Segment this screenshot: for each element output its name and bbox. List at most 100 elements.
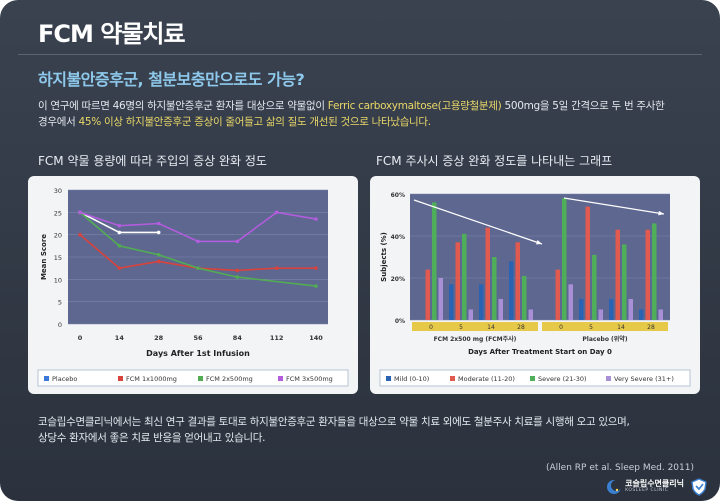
data-point (156, 230, 161, 235)
bar (468, 309, 473, 320)
bar (425, 269, 430, 320)
trend-arrow (563, 197, 665, 215)
bar (568, 284, 573, 320)
trend-arrow (413, 199, 543, 245)
data-point (235, 275, 240, 279)
citation: (Allen RP et al. Sleep Med. 2011) (546, 463, 694, 473)
bar (509, 261, 514, 320)
y-tick-label: 25 (54, 209, 62, 217)
legend-label: FCM 3x500mg (286, 375, 333, 383)
bar (479, 284, 484, 320)
bar (615, 229, 620, 320)
x-axis-label: Days After 1st Infusion (146, 349, 250, 358)
y-tick-label: 20 (54, 232, 62, 240)
page-title: FCM 약물치료 (38, 20, 186, 48)
bar (449, 284, 454, 320)
day-label: 0 (429, 324, 433, 331)
x-tick-label: 0 (78, 334, 83, 342)
bar (628, 299, 633, 320)
bar (585, 206, 590, 320)
x-tick-label: 112 (270, 334, 284, 342)
x-tick-label: 28 (154, 334, 164, 342)
bar (645, 229, 650, 320)
x-tick-label: 14 (115, 334, 125, 342)
chart2-caption: FCM 주사시 증상 완화 정도를 나타내는 그래프 (376, 154, 613, 168)
bar (528, 309, 533, 320)
legend-label: FCM 1x1000mg (126, 375, 177, 383)
group-label: Placebo (위약) (582, 335, 627, 343)
group-label: FCM 2x500 mg (FCM주사) (434, 335, 517, 343)
x-axis-label: Days After Treatment Start on Day 0 (468, 348, 612, 356)
y-axis-label: Subjects (%) (380, 232, 388, 282)
bar (485, 227, 490, 320)
logo-text: 코슬립수면클리닉 (625, 479, 684, 489)
intro-text: 경우에서 (38, 116, 79, 128)
footer-line-2: 상당수 환자에서 좋은 치료 반응을 얻어내고 있습니다. (38, 432, 266, 444)
moon-icon (607, 480, 623, 494)
intro-highlight: 45% 이상 하지불안증후군 증상이 줄어들고 삶의 질도 개선된 것으로 나타… (78, 116, 431, 128)
y-tick-label: 20% (391, 276, 405, 283)
series-line (79, 211, 317, 287)
trend-arrowhead (658, 210, 664, 216)
title-divider (18, 54, 702, 55)
bar (609, 299, 614, 320)
bar (622, 244, 627, 320)
data-point (156, 259, 161, 264)
bar (438, 278, 443, 320)
trend-arrowhead (536, 239, 542, 245)
bar-chart-panel: 0% 20% 40% 60% Subjects (%) 0 5 14 28 FCM 2x500 m… (370, 176, 700, 394)
chart-legend (37, 369, 349, 387)
y-tick-label: 60% (391, 192, 405, 199)
y-tick-label: 10 (54, 276, 62, 284)
legend-label: Very Severe (31+) (614, 375, 674, 383)
y-tick-label: 30 (54, 187, 62, 195)
shield-icon (691, 478, 707, 496)
data-point (78, 210, 82, 215)
y-tick-label: 0% (395, 318, 405, 325)
line-chart: 0 5 10 15 20 25 30 0 14 28 56 84 112 140 Days After 1s… (37, 187, 349, 387)
bar (455, 242, 460, 320)
bar (492, 257, 497, 320)
intro-text: 이 연구에 따르면 46명의 하지불안증후군 환자를 대상으로 약물없이 (38, 100, 328, 112)
intro-text: 500mg을 5일 간격으로 두 번 주사한 (501, 100, 665, 112)
data-point (235, 268, 240, 273)
line-chart-panel: 0 5 10 15 20 25 30 0 14 28 56 84 112 140 Days After 1s… (28, 176, 358, 394)
legend-label: Moderate (11-20) (458, 375, 515, 383)
bar (658, 309, 663, 320)
legend-swatch (198, 376, 203, 381)
legend-swatch (278, 376, 283, 381)
intro-highlight: Ferric carboxymaltose(고용량철분제) (327, 100, 502, 112)
legend-label: Severe (21-30) (538, 375, 587, 383)
chart1-caption: FCM 약물 용량에 따라 주입의 증상 완화 정도 (38, 154, 267, 168)
bar (515, 242, 520, 320)
y-tick-label: 0 (58, 321, 62, 329)
logo-subtext: KOSLEEP CLINIC (625, 488, 669, 494)
data-point (156, 221, 161, 226)
day-label: 5 (589, 324, 593, 331)
footer-line-1: 코슬립수면클리닉에서는 최신 연구 결과를 토대로 하지불안증후군 환자들을 대… (38, 416, 630, 428)
data-point (117, 266, 122, 270)
bar (555, 269, 560, 320)
bar (562, 198, 567, 320)
day-label: 28 (647, 324, 655, 331)
data-point (314, 266, 318, 270)
data-point (196, 266, 200, 270)
bar (522, 275, 527, 320)
data-point (117, 230, 122, 235)
data-point (156, 252, 161, 257)
intro-line-2: 경우에서 45% 이상 하지불안증후군 증상이 줄어들고 삶의 질도 개선된 것… (38, 114, 431, 129)
x-tick-label: 56 (193, 334, 203, 342)
bar (592, 254, 597, 320)
y-tick-label: 15 (54, 254, 62, 262)
section-subtitle: 하지불안증후군, 철분보충만으로도 가능? (38, 70, 305, 89)
legend-swatch (530, 376, 535, 381)
legend-swatch (606, 376, 611, 381)
data-point (117, 244, 122, 248)
day-strip (412, 322, 538, 331)
data-point (314, 284, 318, 288)
data-point (78, 232, 82, 237)
data-point (235, 239, 240, 244)
bar (498, 299, 503, 320)
